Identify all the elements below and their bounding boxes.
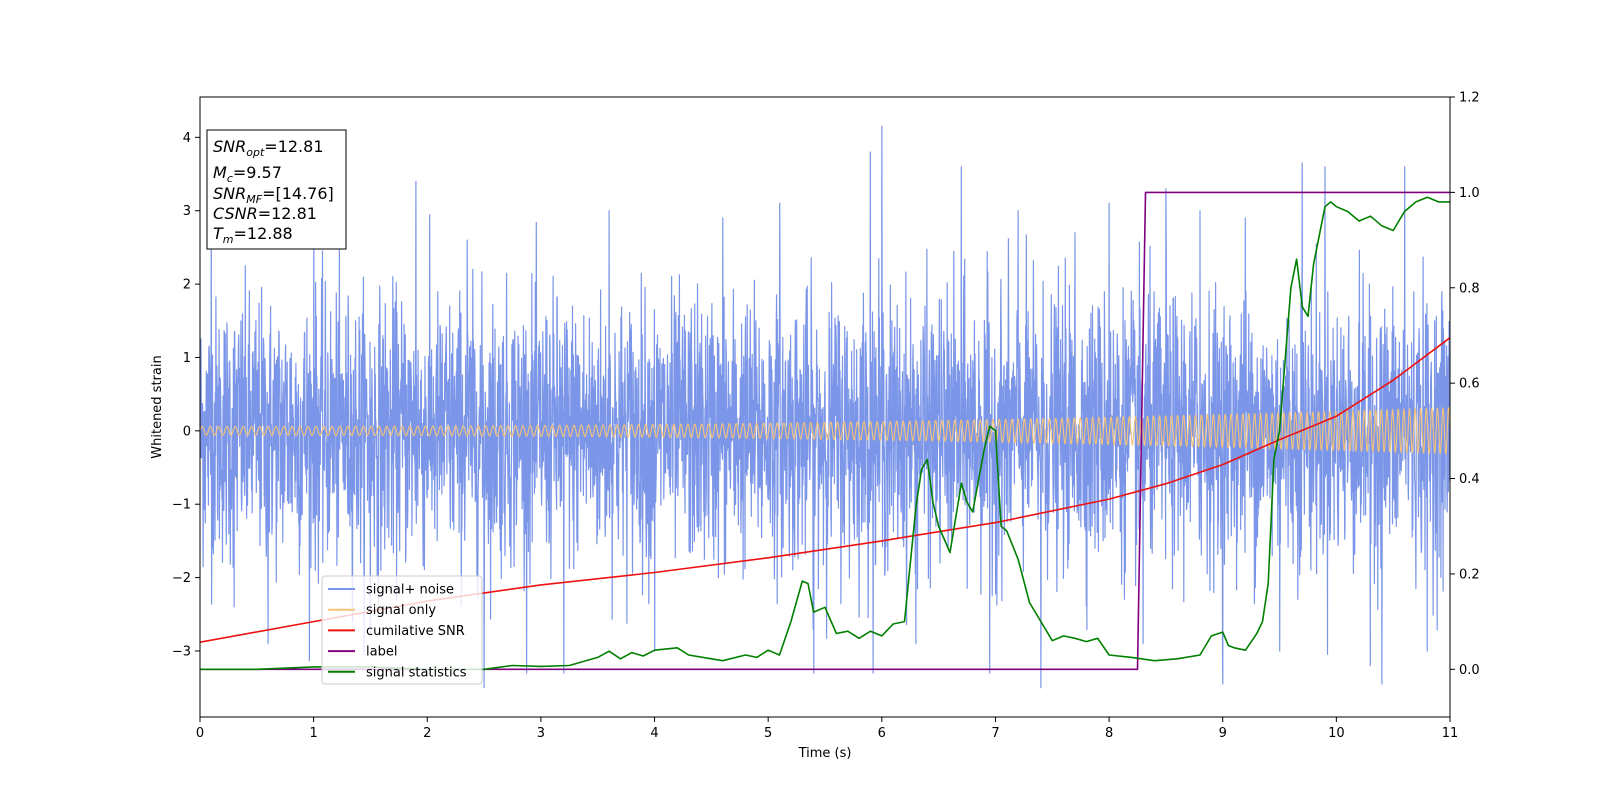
left-y-tick-label: 3 [183, 204, 191, 219]
legend-frame [321, 575, 483, 685]
plot-frame [199, 96, 1451, 718]
legend: signal+ noise signal only cumilative SNR la… [321, 575, 483, 685]
legend-entries: signal+ noise signal only cumilative SNR la… [328, 583, 467, 680]
info-snr-mf: SNRMF=[14.76] [213, 184, 334, 206]
left-y-tick-label: −3 [172, 644, 191, 659]
right-y-tick-label: 0.0 [1459, 663, 1480, 678]
right-y-axis: 0.0 0.2 0.4 0.6 0.8 1.0 1.2 [1450, 91, 1480, 678]
x-tick-label: 1 [309, 726, 317, 741]
right-y-tick-label: 0.2 [1459, 567, 1480, 582]
x-tick-label: 3 [537, 726, 545, 741]
x-tick-label: 5 [764, 726, 772, 741]
right-y-tick-label: 0.4 [1459, 472, 1480, 487]
legend-label: signal statistics [366, 665, 467, 680]
x-tick-label: 6 [878, 726, 886, 741]
right-y-tick-label: 1.2 [1459, 91, 1480, 106]
legend-label: label [366, 645, 397, 660]
x-tick-label: 7 [991, 726, 999, 741]
x-tick-label: 11 [1442, 726, 1459, 741]
left-y-tick-label: 2 [183, 278, 191, 293]
series-line-signal-statistics [200, 196, 1450, 671]
right-y-tick-label: 1.0 [1459, 186, 1480, 201]
y-axis-label: Whitened strain [150, 355, 165, 458]
x-tick-label: 2 [423, 726, 431, 741]
left-y-tick-label: 0 [183, 424, 191, 439]
info-tm: Tm=12.88 [213, 224, 293, 246]
info-csnr: CSNR=12.81 [213, 204, 317, 223]
series-line-label [200, 191, 1450, 671]
right-y-tick-label: 0.6 [1459, 377, 1480, 392]
x-axis: 0 1 2 3 4 5 6 7 8 9 10 11 [196, 717, 1458, 741]
left-y-tick-label: 1 [183, 351, 191, 366]
x-tick-label: 9 [1219, 726, 1227, 741]
info-snr-opt: SNRopt=12.81 [213, 137, 324, 159]
series-line-signal-only [200, 407, 1450, 455]
x-tick-label: 10 [1328, 726, 1345, 741]
left-y-tick-label: −1 [172, 498, 191, 513]
x-tick-label: 4 [650, 726, 658, 741]
x-tick-label: 0 [196, 726, 204, 741]
left-y-axis: −3 −2 −1 0 1 2 3 4 [172, 131, 200, 659]
info-mc: Mc=9.57 [213, 163, 282, 185]
legend-label: cumilative SNR [366, 624, 465, 639]
legend-label: signal only [366, 603, 436, 618]
info-box-frame [206, 129, 347, 250]
legend-label: signal+ noise [366, 583, 454, 598]
left-y-tick-label: 4 [183, 131, 191, 146]
x-tick-label: 8 [1105, 726, 1113, 741]
right-y-tick-label: 0.8 [1459, 281, 1480, 296]
info-box: SNRopt=12.81 Mc=9.57 SNRMF=[14.76] CSNR=… [206, 129, 347, 250]
x-axis-label: Time (s) [798, 746, 852, 761]
left-y-tick-label: −2 [172, 571, 191, 586]
